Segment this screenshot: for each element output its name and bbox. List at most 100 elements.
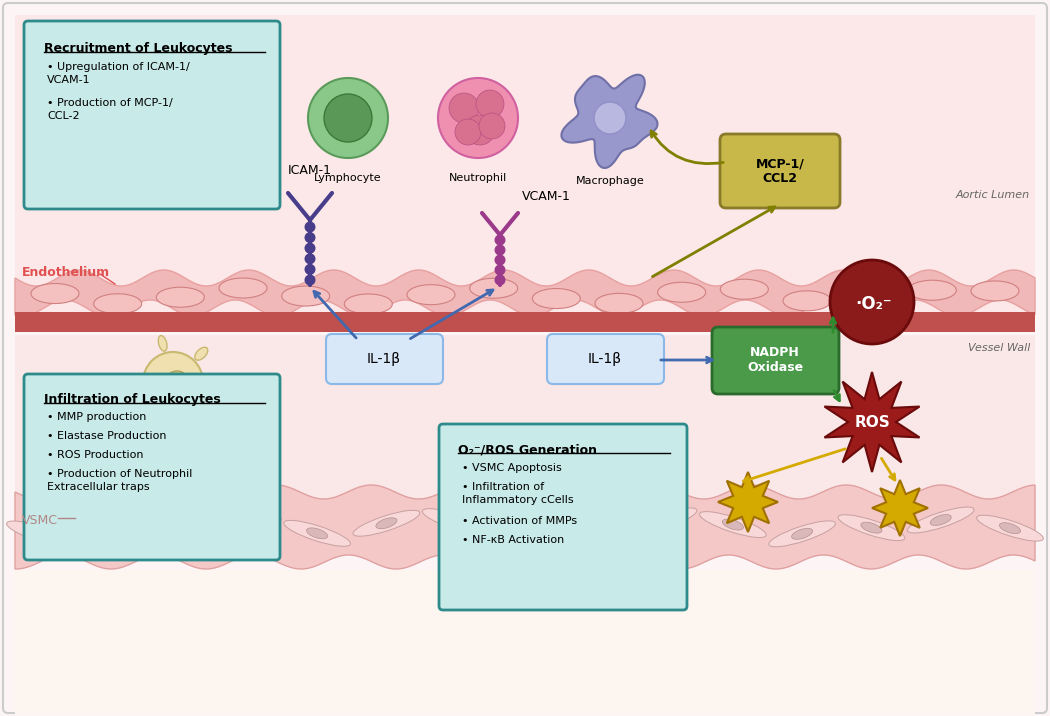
Circle shape: [143, 352, 203, 412]
Circle shape: [455, 119, 481, 145]
Circle shape: [495, 264, 505, 276]
Ellipse shape: [159, 336, 167, 351]
Text: • Infiltration of
Inflammatory cCells: • Infiltration of Inflammatory cCells: [462, 482, 573, 505]
Ellipse shape: [532, 289, 581, 309]
Text: • Production of MCP-1/
CCL-2: • Production of MCP-1/ CCL-2: [47, 98, 173, 121]
Ellipse shape: [908, 280, 957, 300]
Polygon shape: [824, 372, 920, 472]
Circle shape: [495, 235, 505, 246]
Text: • MMP production: • MMP production: [47, 412, 146, 422]
FancyBboxPatch shape: [3, 3, 1047, 713]
FancyBboxPatch shape: [439, 424, 687, 610]
Text: NADPH
Oxidase: NADPH Oxidase: [747, 346, 803, 374]
Ellipse shape: [971, 281, 1018, 301]
Ellipse shape: [284, 521, 351, 546]
FancyBboxPatch shape: [24, 374, 280, 560]
Polygon shape: [718, 472, 778, 532]
Ellipse shape: [699, 512, 766, 538]
FancyBboxPatch shape: [326, 334, 443, 384]
Circle shape: [479, 113, 505, 139]
Ellipse shape: [237, 523, 258, 535]
Text: Recruitment of Leukocytes: Recruitment of Leukocytes: [44, 42, 232, 55]
Text: Infiltration of Leukocytes: Infiltration of Leukocytes: [44, 393, 220, 406]
Ellipse shape: [214, 516, 281, 542]
Circle shape: [304, 243, 315, 253]
Ellipse shape: [845, 292, 894, 312]
Ellipse shape: [514, 527, 536, 538]
Ellipse shape: [76, 513, 143, 540]
Ellipse shape: [145, 507, 212, 533]
Ellipse shape: [29, 528, 50, 539]
Text: • Elastase Production: • Elastase Production: [47, 431, 167, 441]
Ellipse shape: [134, 401, 150, 415]
Text: Neutrophil: Neutrophil: [449, 173, 507, 183]
Circle shape: [465, 115, 495, 145]
Ellipse shape: [168, 515, 189, 526]
FancyBboxPatch shape: [720, 134, 840, 208]
FancyBboxPatch shape: [547, 334, 664, 384]
Circle shape: [324, 94, 372, 142]
Polygon shape: [872, 480, 928, 536]
Circle shape: [304, 221, 315, 233]
Ellipse shape: [861, 522, 882, 533]
Circle shape: [308, 78, 388, 158]
Text: VCAM-1: VCAM-1: [522, 190, 571, 203]
Ellipse shape: [422, 508, 489, 535]
Text: Lymphocyte: Lymphocyte: [314, 173, 382, 183]
Ellipse shape: [653, 516, 674, 526]
Ellipse shape: [99, 521, 120, 532]
Ellipse shape: [838, 515, 905, 541]
Ellipse shape: [156, 287, 205, 307]
Ellipse shape: [445, 516, 466, 527]
Text: Macrophage: Macrophage: [575, 176, 645, 186]
Text: • NF-κB Activation: • NF-κB Activation: [462, 535, 564, 545]
Ellipse shape: [32, 284, 79, 304]
Ellipse shape: [595, 294, 643, 314]
Ellipse shape: [1000, 523, 1021, 533]
Text: VSMC: VSMC: [22, 513, 58, 526]
Text: IL-1β: IL-1β: [588, 352, 622, 366]
Circle shape: [594, 102, 626, 134]
Text: MCP-1/
CCL2: MCP-1/ CCL2: [756, 157, 804, 185]
Ellipse shape: [792, 528, 813, 539]
Text: ROS: ROS: [854, 415, 890, 430]
Ellipse shape: [630, 508, 697, 533]
Ellipse shape: [491, 519, 559, 545]
Ellipse shape: [344, 294, 393, 314]
Polygon shape: [15, 270, 1035, 316]
Circle shape: [304, 264, 315, 275]
Ellipse shape: [219, 278, 267, 298]
Ellipse shape: [6, 521, 74, 547]
Ellipse shape: [930, 515, 951, 526]
Text: • Production of Neutrophil
Extracellular traps: • Production of Neutrophil Extracellular…: [47, 469, 192, 492]
Circle shape: [304, 232, 315, 243]
Ellipse shape: [976, 516, 1044, 541]
Ellipse shape: [907, 507, 974, 533]
Bar: [15, 570, 1035, 715]
Circle shape: [495, 244, 505, 256]
Text: • Upregulation of ICAM-1/
VCAM-1: • Upregulation of ICAM-1/ VCAM-1: [47, 62, 190, 85]
Circle shape: [476, 90, 504, 118]
Ellipse shape: [657, 282, 706, 302]
Text: Aortic Lumen: Aortic Lumen: [956, 190, 1030, 200]
Ellipse shape: [93, 294, 142, 314]
Ellipse shape: [307, 528, 328, 539]
Ellipse shape: [469, 279, 518, 299]
Text: • VSMC Apoptosis: • VSMC Apoptosis: [462, 463, 562, 473]
Text: O₂⁻/ROS Generation: O₂⁻/ROS Generation: [458, 443, 597, 456]
FancyBboxPatch shape: [712, 327, 839, 394]
Text: ICAM-1: ICAM-1: [288, 164, 332, 177]
Circle shape: [495, 254, 505, 266]
Ellipse shape: [584, 526, 605, 536]
Ellipse shape: [167, 371, 187, 387]
Ellipse shape: [200, 392, 218, 405]
Text: Endothelium: Endothelium: [22, 266, 110, 279]
Text: ·O₂⁻: ·O₂⁻: [856, 295, 892, 313]
Ellipse shape: [195, 347, 208, 360]
Circle shape: [830, 260, 914, 344]
Circle shape: [495, 274, 505, 286]
Bar: [15, 335, 1035, 520]
Text: Vessel Wall: Vessel Wall: [968, 343, 1030, 353]
Polygon shape: [562, 74, 657, 168]
Circle shape: [438, 78, 518, 158]
